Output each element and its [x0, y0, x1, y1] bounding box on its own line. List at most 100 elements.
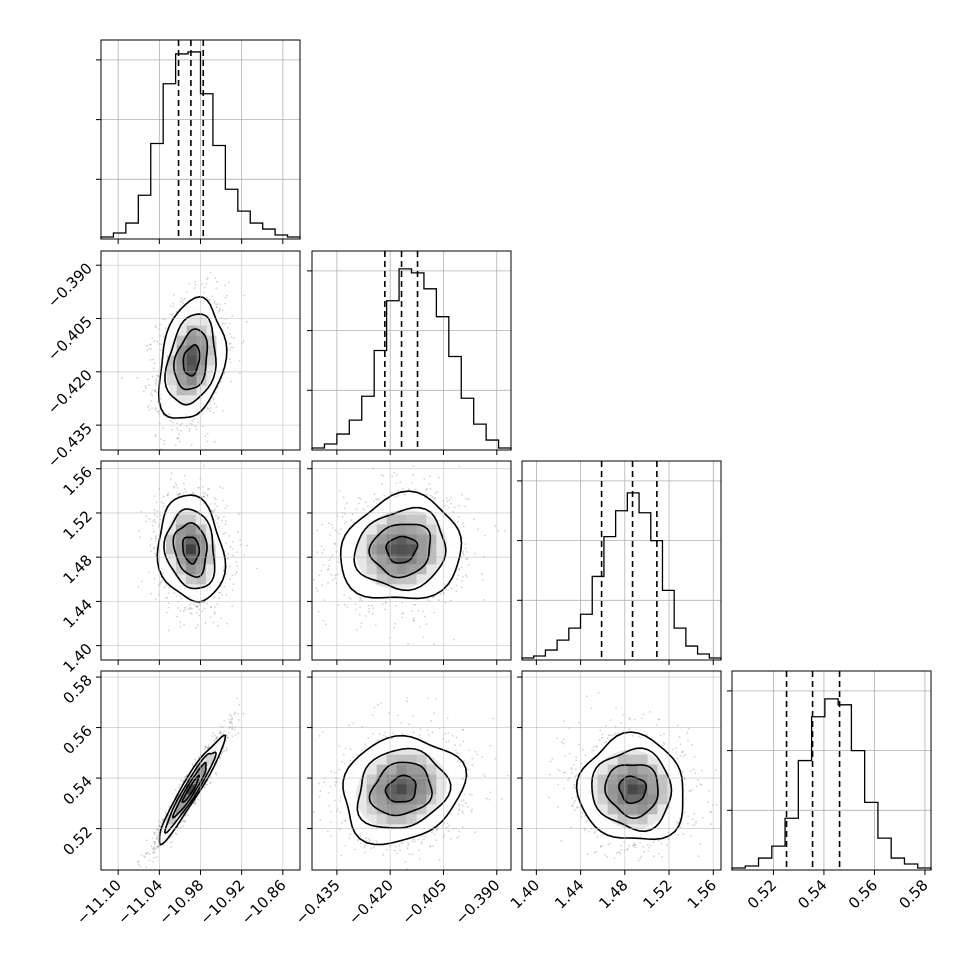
sample-point: [167, 606, 170, 609]
sample-point: [211, 396, 214, 399]
sample-point: [155, 535, 157, 538]
sample-point: [213, 612, 216, 615]
sample-point: [427, 599, 430, 601]
sample-point: [210, 606, 212, 609]
sample-point: [467, 498, 470, 501]
sample-point: [156, 340, 158, 343]
sample-point: [165, 584, 168, 587]
sample-point: [207, 746, 209, 749]
sample-point: [189, 422, 192, 425]
sample-point: [214, 508, 216, 511]
sample-point: [151, 375, 154, 378]
sample-point: [366, 505, 369, 507]
sample-point: [176, 427, 178, 429]
sample-point: [360, 622, 363, 625]
density-cell: [366, 564, 377, 575]
sample-point: [376, 498, 379, 501]
sample-point: [213, 511, 215, 513]
sample-point: [160, 501, 163, 504]
sample-point: [204, 622, 207, 625]
sample-point: [220, 617, 223, 620]
sample-point: [426, 493, 428, 496]
sample-point: [216, 505, 218, 508]
sample-point: [154, 434, 157, 436]
histogram-2: [521, 492, 722, 660]
sample-point: [232, 583, 235, 585]
sample-point: [343, 507, 346, 510]
density-cell: [416, 544, 427, 555]
sample-point: [153, 513, 156, 516]
sample-point: [381, 602, 384, 605]
sample-point: [327, 568, 330, 570]
density-cell: [186, 355, 197, 366]
sample-point: [208, 299, 211, 301]
sample-point: [453, 506, 456, 509]
panel-contents: [137, 464, 258, 632]
density-cell: [206, 355, 217, 366]
sample-point: [413, 619, 416, 622]
sample-point: [147, 378, 150, 381]
sample-point: [204, 492, 207, 495]
sample-point: [209, 407, 211, 410]
sample-point: [147, 406, 150, 408]
sample-point: [384, 602, 387, 605]
sample-point: [473, 518, 475, 520]
sample-point: [210, 295, 213, 298]
sample-point: [220, 733, 223, 736]
sample-point: [429, 494, 432, 497]
sample-point: [189, 612, 192, 614]
sample-point: [237, 732, 240, 735]
sample-point: [145, 866, 148, 869]
sample-point: [206, 277, 209, 279]
density-cell: [376, 544, 387, 555]
sample-point: [372, 607, 375, 610]
sample-point: [235, 571, 238, 574]
sample-point: [412, 465, 415, 467]
density-cell: [426, 554, 437, 565]
sample-point: [481, 572, 483, 575]
sample-point: [462, 550, 464, 553]
sample-point: [148, 859, 151, 862]
sample-point: [196, 605, 199, 608]
density-cell: [186, 335, 197, 346]
sample-point: [155, 379, 157, 382]
sample-point: [401, 601, 403, 604]
density-cell: [416, 554, 427, 565]
density-cell: [196, 325, 207, 336]
sample-point: [401, 616, 404, 619]
density-cell: [175, 564, 186, 575]
sample-point: [215, 737, 218, 740]
sample-point: [323, 599, 326, 602]
sample-point: [229, 578, 232, 580]
sample-point: [467, 563, 470, 566]
sample-point: [414, 603, 417, 606]
sample-point: [179, 492, 182, 495]
sample-point: [214, 277, 217, 279]
sample-point: [338, 532, 341, 535]
sample-point: [220, 380, 223, 383]
sample-point: [397, 495, 400, 497]
sample-point: [184, 606, 187, 609]
y-tick-label: −0.420: [44, 366, 96, 418]
sample-point: [215, 737, 218, 739]
sample-point: [322, 564, 325, 566]
histogram-1: [311, 268, 512, 450]
sample-point: [177, 607, 180, 609]
density-cell: [166, 365, 177, 376]
sample-point: [150, 592, 153, 595]
sample-point: [239, 538, 242, 541]
density-cell: [206, 345, 217, 356]
panel-frame: [731, 670, 932, 871]
sample-point: [256, 567, 258, 570]
sample-point: [494, 524, 497, 527]
sample-point: [377, 498, 380, 500]
sample-point: [425, 623, 428, 626]
sample-point: [223, 585, 226, 588]
sample-point: [167, 413, 170, 416]
sample-point: [224, 322, 227, 325]
sample-point: [216, 518, 219, 520]
sample-point: [464, 547, 467, 550]
sample-point: [154, 408, 157, 411]
sample-point: [153, 367, 156, 370]
sample-point: [215, 405, 218, 408]
